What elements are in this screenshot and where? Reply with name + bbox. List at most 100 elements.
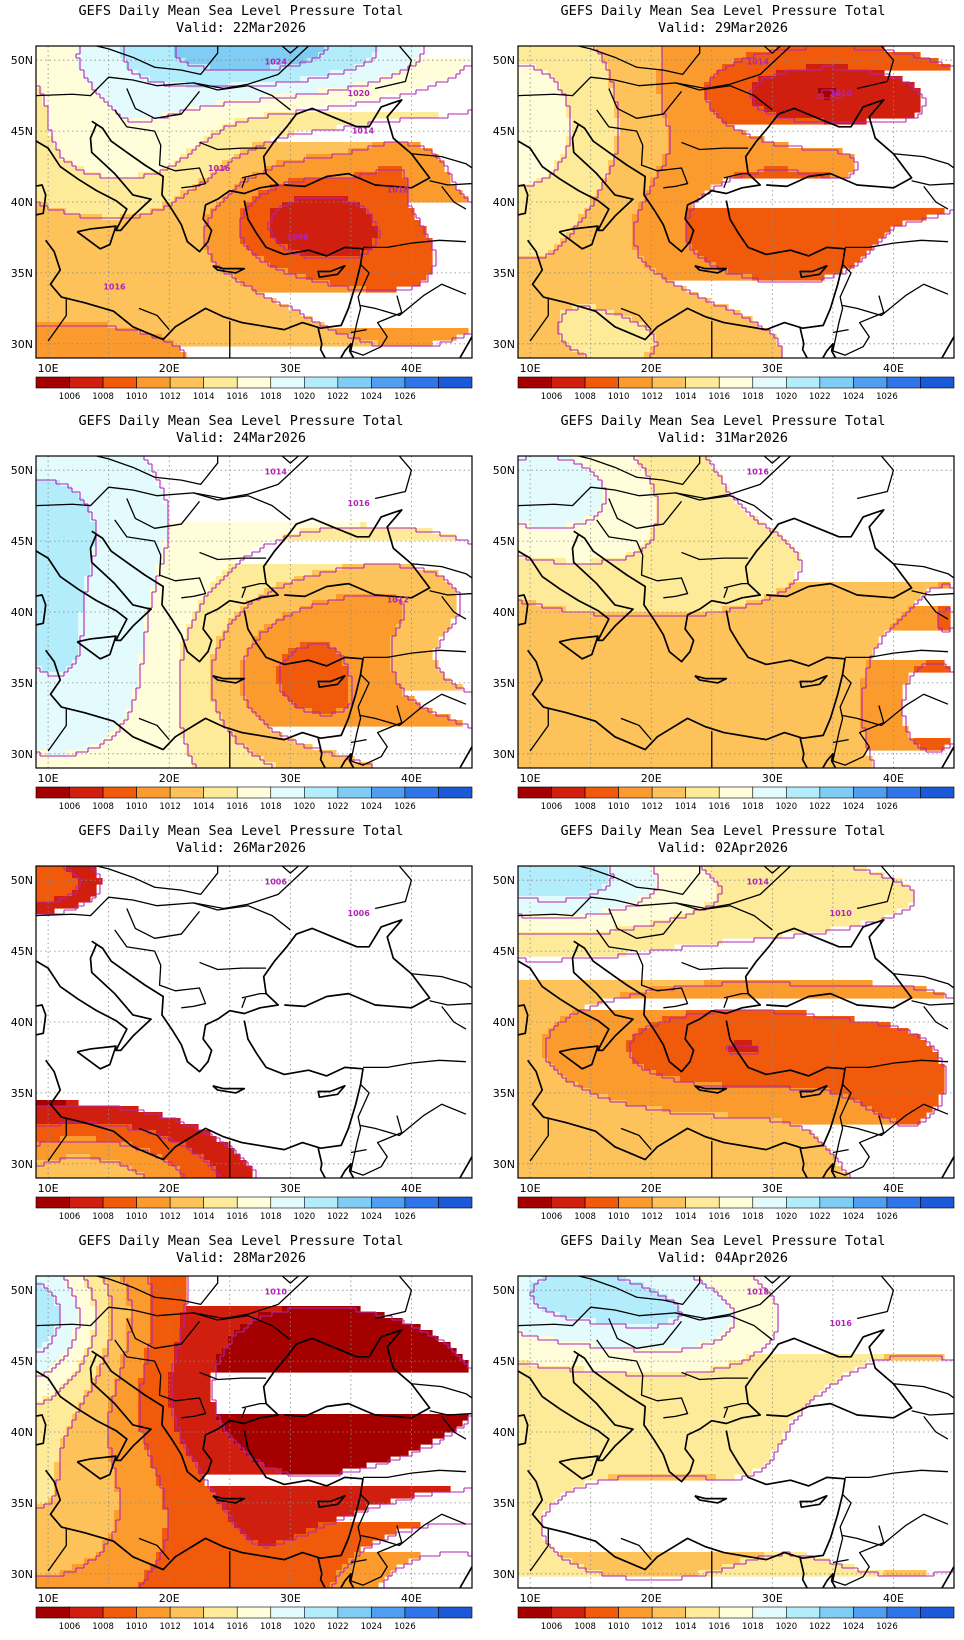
pressure-cell bbox=[518, 558, 567, 565]
pressure-cell bbox=[554, 1022, 651, 1029]
pressure-cell bbox=[36, 202, 49, 209]
pressure-cell bbox=[710, 1366, 855, 1373]
pressure-cell bbox=[264, 720, 463, 727]
pressure-cell bbox=[84, 606, 151, 613]
pressure-cell bbox=[36, 124, 49, 131]
pressure-cell bbox=[36, 154, 61, 161]
pressure-cell bbox=[938, 618, 951, 625]
pressure-cell bbox=[608, 172, 657, 179]
pressure-cell bbox=[518, 920, 651, 927]
pressure-cell bbox=[78, 612, 145, 619]
pressure-cell bbox=[36, 1456, 61, 1463]
lat-tick-label: 40N bbox=[11, 196, 33, 209]
pressure-cell bbox=[614, 926, 831, 933]
pressure-cell bbox=[614, 154, 663, 161]
pressure-cell bbox=[54, 142, 199, 149]
pressure-cell bbox=[78, 878, 103, 885]
colorbar-label: 1010 bbox=[126, 1622, 148, 1632]
pressure-cell bbox=[668, 124, 735, 131]
pressure-cell bbox=[246, 600, 313, 607]
pressure-cell bbox=[180, 1166, 217, 1173]
pressure-cell bbox=[686, 214, 927, 221]
pressure-cell bbox=[216, 262, 271, 269]
colorbar-swatch bbox=[337, 1606, 372, 1619]
colorbar-swatch bbox=[517, 376, 552, 389]
pressure-cell bbox=[626, 1276, 699, 1283]
colorbar-swatch bbox=[304, 786, 339, 799]
pressure-cell bbox=[90, 1330, 109, 1337]
pressure-cell bbox=[108, 1282, 127, 1289]
isobar-label: 1010 bbox=[830, 89, 853, 98]
pressure-cell bbox=[126, 1318, 151, 1325]
pressure-cell bbox=[596, 474, 651, 481]
colorbar-label: 1020 bbox=[775, 392, 797, 402]
pressure-cell bbox=[518, 202, 591, 209]
colorbar-label: 1010 bbox=[608, 392, 630, 402]
colorbar-label: 1018 bbox=[260, 1622, 282, 1632]
pressure-cell bbox=[518, 1022, 555, 1029]
country-border bbox=[911, 1410, 954, 1416]
pressure-cell bbox=[518, 196, 591, 203]
coastline bbox=[694, 1084, 728, 1094]
graticule bbox=[36, 866, 473, 1178]
lat-tick-label: 50N bbox=[493, 874, 515, 887]
pressure-cell bbox=[168, 1136, 217, 1143]
pressure-cell bbox=[54, 1480, 115, 1487]
country-border bbox=[374, 46, 413, 90]
colorbar-label: 1016 bbox=[226, 1212, 248, 1222]
pressure-cell bbox=[108, 1318, 127, 1325]
pressure-cell bbox=[204, 232, 241, 239]
pressure-cell bbox=[36, 94, 43, 101]
country-border bbox=[36, 896, 291, 931]
coastline bbox=[76, 1045, 117, 1070]
pressure-cell bbox=[48, 1498, 121, 1505]
pressure-cell bbox=[210, 256, 265, 263]
pressure-cell bbox=[168, 1522, 235, 1529]
pressure-cell bbox=[180, 696, 211, 703]
pressure-cell bbox=[186, 1142, 229, 1149]
pressure-cell bbox=[180, 1438, 235, 1445]
map-panel-26mar: GEFS Daily Mean Sea Level Pressure Total… bbox=[0, 820, 482, 1230]
pressure-cell bbox=[126, 58, 187, 65]
pressure-cell bbox=[36, 654, 79, 661]
country-border bbox=[832, 673, 852, 762]
pressure-cell bbox=[204, 136, 271, 143]
coastline bbox=[558, 225, 599, 250]
pressure-cell bbox=[354, 1552, 421, 1559]
country-border bbox=[518, 76, 773, 111]
pressure-cell bbox=[72, 660, 139, 667]
pressure-cell bbox=[518, 720, 861, 727]
colorbar-swatch bbox=[786, 786, 821, 799]
colorbar-swatch bbox=[69, 1196, 104, 1209]
pressure-cell bbox=[518, 480, 603, 487]
pressure-cell bbox=[908, 606, 939, 613]
pressure-cell bbox=[108, 1534, 163, 1541]
pressure-cell bbox=[54, 1324, 79, 1331]
pressure-cell bbox=[560, 88, 615, 95]
pressure-cell bbox=[776, 588, 927, 595]
pressure-cell bbox=[36, 334, 163, 341]
pressure-cell bbox=[668, 148, 843, 155]
pressure-cell bbox=[114, 1522, 169, 1529]
pressure-cell bbox=[156, 564, 229, 571]
pressure-cell bbox=[518, 1046, 543, 1053]
pressure-cell bbox=[228, 618, 277, 625]
pressure-cell bbox=[138, 666, 181, 673]
pressure-cell bbox=[36, 1558, 85, 1565]
pressure-cell bbox=[518, 654, 873, 661]
pressure-cell bbox=[54, 1390, 85, 1397]
lat-tick-label: 45N bbox=[11, 535, 33, 548]
pressure-cell bbox=[518, 274, 663, 281]
country-border bbox=[681, 551, 749, 561]
pressure-cell bbox=[168, 1402, 217, 1409]
pressure-cell bbox=[378, 226, 427, 233]
pressure-cell bbox=[518, 896, 639, 903]
country-border bbox=[411, 153, 472, 169]
country-border bbox=[429, 1410, 472, 1416]
pressure-cell bbox=[878, 1112, 927, 1119]
pressure-cell bbox=[228, 624, 265, 631]
pressure-cell bbox=[704, 866, 867, 873]
pressure-cell bbox=[60, 148, 187, 155]
pressure-cell bbox=[884, 1354, 945, 1361]
colorbar-label: 1022 bbox=[809, 1212, 831, 1222]
